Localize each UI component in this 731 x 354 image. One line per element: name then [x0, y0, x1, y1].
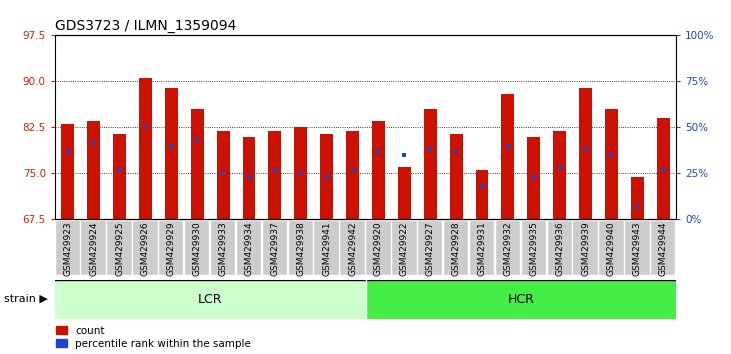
Text: strain ▶: strain ▶ — [4, 294, 48, 304]
Text: GSM429940: GSM429940 — [607, 221, 616, 276]
Text: GSM429931: GSM429931 — [477, 221, 487, 276]
Text: GSM429936: GSM429936 — [555, 221, 564, 276]
FancyBboxPatch shape — [366, 280, 676, 319]
FancyBboxPatch shape — [625, 221, 650, 275]
Bar — [656, 118, 670, 219]
FancyBboxPatch shape — [133, 221, 158, 275]
FancyBboxPatch shape — [81, 221, 106, 275]
FancyBboxPatch shape — [573, 221, 598, 275]
Bar — [113, 133, 126, 219]
Text: GSM429944: GSM429944 — [659, 221, 667, 276]
Bar — [320, 133, 333, 219]
FancyBboxPatch shape — [599, 221, 624, 275]
Bar — [398, 167, 411, 219]
Text: GSM429922: GSM429922 — [400, 221, 409, 276]
Text: GSM429926: GSM429926 — [141, 221, 150, 276]
Bar — [605, 109, 618, 219]
Text: GSM429941: GSM429941 — [322, 221, 331, 276]
Bar — [424, 109, 436, 219]
Text: GSM429938: GSM429938 — [296, 221, 306, 276]
Text: GSM429943: GSM429943 — [633, 221, 642, 276]
Text: GSM429924: GSM429924 — [89, 221, 98, 276]
Bar — [372, 121, 385, 219]
Text: GSM429934: GSM429934 — [244, 221, 254, 276]
Bar — [295, 127, 307, 219]
FancyBboxPatch shape — [314, 221, 339, 275]
FancyBboxPatch shape — [444, 221, 469, 275]
FancyBboxPatch shape — [107, 221, 132, 275]
Text: GSM429928: GSM429928 — [452, 221, 461, 276]
Text: GSM429930: GSM429930 — [193, 221, 202, 276]
Text: GSM429927: GSM429927 — [425, 221, 435, 276]
Text: GSM429939: GSM429939 — [581, 221, 590, 276]
Text: HCR: HCR — [507, 293, 534, 306]
Legend: count, percentile rank within the sample: count, percentile rank within the sample — [56, 326, 251, 349]
FancyBboxPatch shape — [392, 221, 417, 275]
Text: GSM429933: GSM429933 — [219, 221, 227, 276]
Text: GSM429935: GSM429935 — [529, 221, 538, 276]
Text: GSM429942: GSM429942 — [348, 221, 357, 276]
Bar — [243, 137, 255, 219]
FancyBboxPatch shape — [289, 221, 313, 275]
Bar — [553, 131, 566, 219]
Bar — [165, 87, 178, 219]
Text: LCR: LCR — [198, 293, 222, 306]
Text: GSM429923: GSM429923 — [64, 221, 72, 276]
FancyBboxPatch shape — [341, 221, 365, 275]
FancyBboxPatch shape — [262, 221, 287, 275]
Text: GSM429937: GSM429937 — [270, 221, 279, 276]
Bar — [139, 78, 152, 219]
FancyBboxPatch shape — [496, 221, 520, 275]
FancyBboxPatch shape — [548, 221, 572, 275]
Text: GSM429932: GSM429932 — [504, 221, 512, 276]
Bar — [346, 131, 359, 219]
Text: GSM429920: GSM429920 — [374, 221, 383, 276]
Bar — [527, 137, 540, 219]
FancyBboxPatch shape — [237, 221, 261, 275]
FancyBboxPatch shape — [418, 221, 442, 275]
FancyBboxPatch shape — [522, 221, 546, 275]
FancyBboxPatch shape — [56, 221, 80, 275]
FancyBboxPatch shape — [470, 221, 494, 275]
Bar — [268, 131, 281, 219]
Bar — [191, 109, 204, 219]
FancyBboxPatch shape — [55, 280, 366, 319]
Text: GSM429929: GSM429929 — [167, 221, 176, 276]
Bar — [476, 170, 488, 219]
Bar — [216, 131, 230, 219]
Text: GDS3723 / ILMN_1359094: GDS3723 / ILMN_1359094 — [55, 19, 236, 33]
FancyBboxPatch shape — [651, 221, 675, 275]
FancyBboxPatch shape — [185, 221, 209, 275]
Bar — [450, 133, 463, 219]
Bar — [501, 94, 515, 219]
Text: GSM429925: GSM429925 — [115, 221, 124, 276]
Bar — [579, 87, 592, 219]
Bar — [61, 124, 75, 219]
Bar — [87, 121, 100, 219]
FancyBboxPatch shape — [159, 221, 183, 275]
FancyBboxPatch shape — [211, 221, 235, 275]
FancyBboxPatch shape — [366, 221, 390, 275]
Bar — [631, 177, 644, 219]
